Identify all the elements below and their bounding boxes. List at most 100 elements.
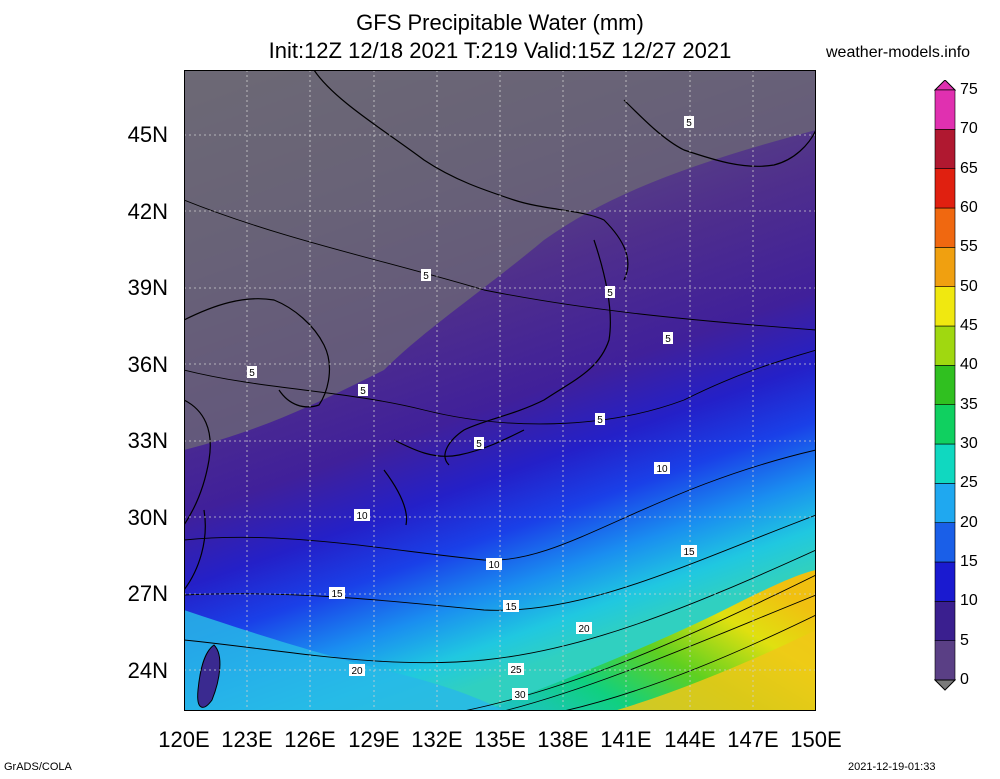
svg-text:20: 20 [578,624,590,635]
colorbar-segment [934,286,956,327]
colorbar-segment [934,365,956,405]
moist-southwest [184,610,504,711]
colorbar-segment [934,404,956,445]
svg-text:5: 5 [665,334,671,345]
contour-labels: 5 5 5 5 5 5 5 5 10 10 10 15 15 15 20 20 … [247,116,697,701]
lat-label: 27N [127,581,168,606]
moist-core [614,630,816,711]
colorbar-segment [934,483,956,523]
precipitable-water-map: 5 5 5 5 5 5 5 5 10 10 10 15 15 15 20 20 … [184,70,816,711]
lat-label: 45N [127,122,168,147]
colorbar-label: 30 [960,435,978,452]
contour-label: 5 [595,413,605,426]
lat-label: 33N [127,428,168,453]
svg-text:5: 5 [686,118,692,129]
lon-label: 120E [158,727,210,752]
colorbar-label: 10 [960,592,978,610]
lon-label: 129E [348,727,400,752]
colorbar-label: 20 [960,513,978,531]
site-label: weather-models.info [826,44,971,61]
colorbar-label: 60 [960,199,978,216]
svg-text:10: 10 [656,464,668,475]
contour-label: 30 [512,688,528,701]
svg-text:30: 30 [514,690,526,701]
lat-label: 42N [127,199,168,224]
svg-text:5: 5 [607,288,613,299]
colorbar-label: 25 [960,474,978,492]
colorbar [934,80,956,691]
colorbar-label: 0 [960,671,969,688]
svg-text:20: 20 [351,666,363,677]
contour-label: 5 [663,332,673,345]
svg-text:5: 5 [597,415,603,426]
colorbar-label: 50 [960,277,978,295]
taiwan-outline [197,644,221,708]
colorbar-segment [934,522,956,563]
colorbar-segment [934,601,956,641]
contour-label: 20 [576,622,592,635]
contour-label: 15 [329,587,345,600]
lon-label: 123E [221,727,273,752]
lon-label: 126E [284,727,336,752]
contour-label: 10 [486,558,502,571]
contour-label: 10 [354,509,370,522]
svg-text:5: 5 [360,386,366,397]
contour-label: 15 [503,600,519,613]
colorbar-label: 75 [960,81,978,98]
chart-subtitle: Init:12Z 12/18 2021 T:219 Valid:15Z 12/2… [268,38,732,63]
contour-label: 15 [681,545,697,558]
svg-text:15: 15 [331,589,343,600]
contour-label: 5 [605,286,615,299]
colorbar-segment [934,89,956,130]
svg-text:15: 15 [505,602,517,613]
colorbar-label: 15 [960,553,978,570]
contour-label: 20 [349,664,365,677]
svg-text:5: 5 [476,439,482,450]
colorbar-segment [934,207,956,248]
lat-label: 30N [127,505,168,530]
footer-right: 2021-12-19-01:33 [848,761,936,773]
lon-label: 135E [474,727,526,752]
colorbar-label: 65 [960,159,978,177]
lat-label: 24N [127,658,168,683]
colorbar-label: 55 [960,238,978,256]
svg-text:15: 15 [683,547,695,558]
lon-label: 138E [537,727,589,752]
lon-label: 141E [600,727,652,752]
svg-text:5: 5 [423,271,429,282]
contour-label: 10 [654,462,670,475]
colorbar-label: 70 [960,120,978,138]
lon-label: 150E [790,727,842,752]
colorbar-label: 45 [960,317,978,334]
colorbar-label: 40 [960,356,978,374]
contour-label: 5 [684,116,694,129]
lon-label: 144E [664,727,716,752]
contour-label: 5 [247,366,257,379]
colorbar-segment [934,443,956,484]
svg-text:10: 10 [488,560,500,571]
colorbar-max-arrow [934,80,956,91]
svg-text:25: 25 [510,665,522,676]
colorbar-segment [934,640,956,681]
svg-text:5: 5 [249,368,255,379]
contour-label: 5 [474,437,484,450]
contours [184,199,816,711]
colorbar-label: 5 [960,631,969,649]
colorbar-segment [934,129,956,169]
lat-label: 36N [127,352,168,377]
contour-label: 5 [421,269,431,282]
lon-label: 132E [411,727,463,752]
map-frame [184,70,816,711]
lat-label: 39N [127,275,168,300]
contour-label: 5 [358,384,368,397]
colorbar-min-arrow [934,679,956,691]
footer-left: GrADS/COLA [4,761,72,773]
chart-title: GFS Precipitable Water (mm) [356,10,644,35]
lon-label: 147E [727,727,779,752]
graticule [184,70,816,711]
contour-label: 25 [508,663,524,676]
colorbar-segment [934,325,956,366]
colorbar-segment [934,168,956,209]
svg-text:10: 10 [356,511,368,522]
colorbar-segment [934,561,956,602]
